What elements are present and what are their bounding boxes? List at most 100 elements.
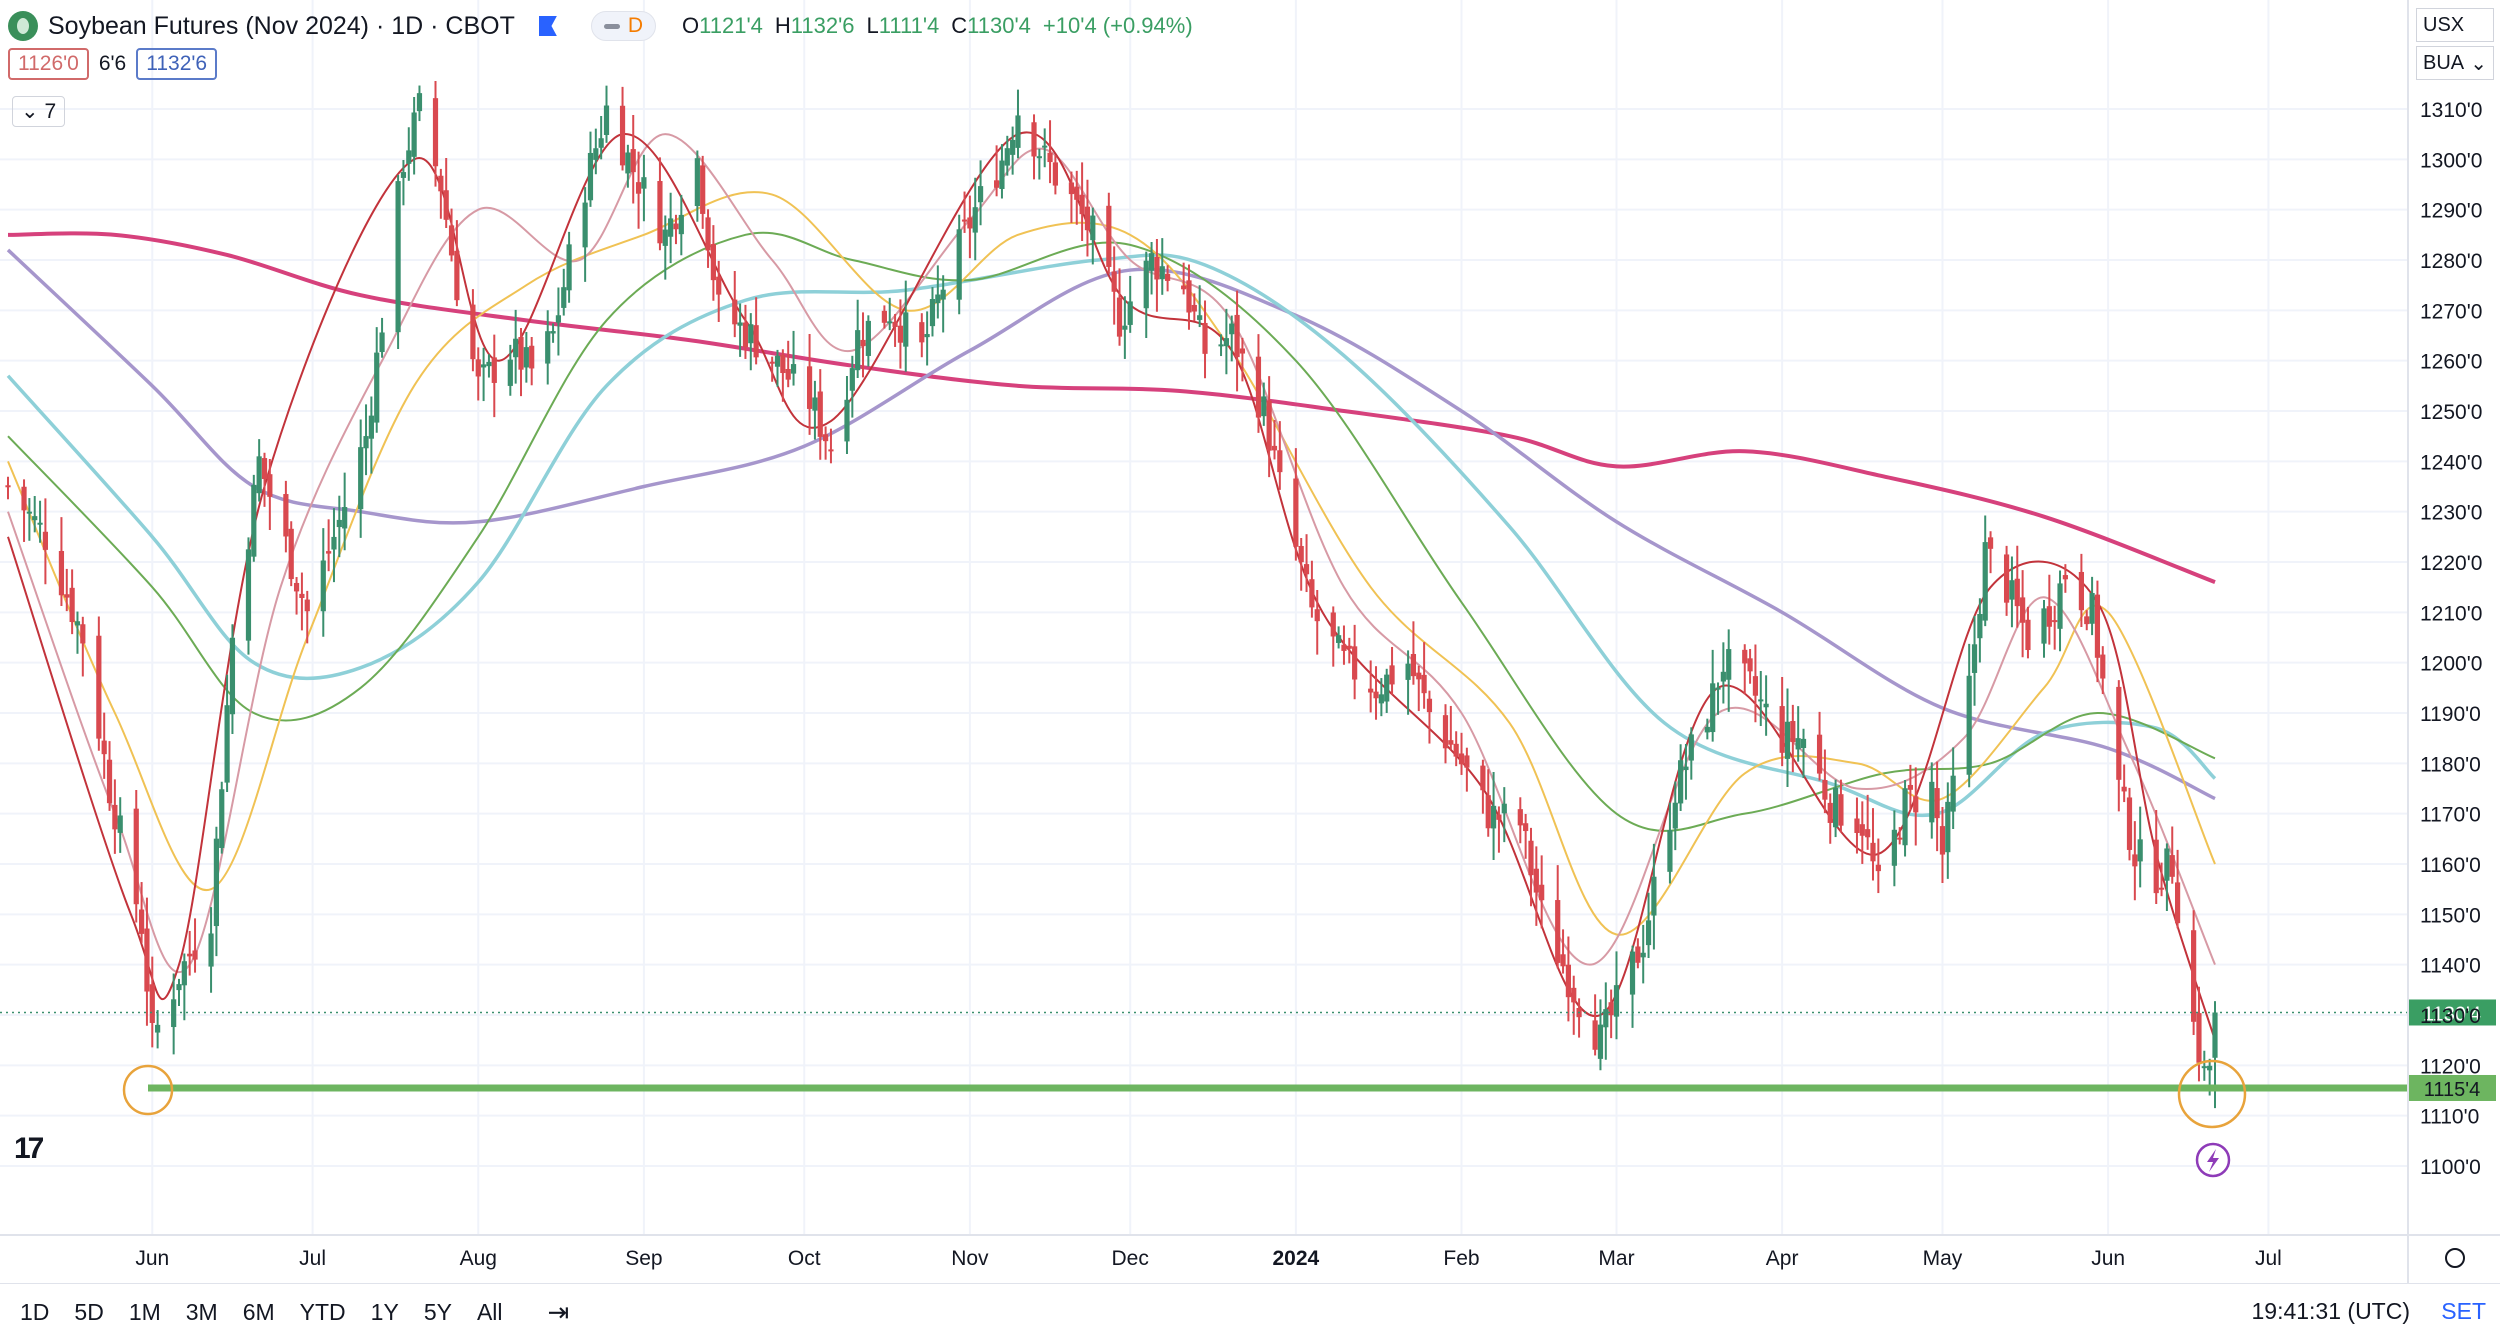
y-tick-label: 1120'0 [2420, 1055, 2481, 1078]
flag-icon[interactable] [538, 16, 557, 36]
candle-body [2025, 619, 2031, 651]
ohlc-values: O1121'4 H1132'6 L1111'4 C1130'4 +10'4 (+… [682, 13, 1193, 39]
timeframe-1m[interactable]: 1M [128, 1298, 161, 1325]
candle-body [860, 339, 866, 347]
timeframe-all[interactable]: All [476, 1298, 503, 1325]
candle-body [1592, 1020, 1598, 1050]
candle-body [1202, 322, 1208, 354]
candle-body [929, 299, 936, 327]
candle-body [470, 304, 476, 360]
timeframe-5y[interactable]: 5Y [423, 1298, 452, 1325]
candle-body [2137, 839, 2143, 862]
candle-body [293, 582, 300, 592]
candle-body [1977, 613, 1983, 639]
candle-body [1629, 951, 1636, 995]
indicators-count: 7 [44, 100, 57, 123]
candle-body [2046, 606, 2052, 627]
timeframe-1d[interactable]: 1D [20, 1298, 50, 1325]
y-tick-label: 1130'0 [2420, 1005, 2481, 1028]
timeframe-ytd[interactable]: YTD [299, 1298, 346, 1325]
candle-body [1218, 344, 1224, 347]
candle-body [2062, 575, 2068, 580]
unit-button[interactable]: BUA ⌄ [2416, 46, 2494, 80]
candle-body [1271, 445, 1278, 451]
candle-body [855, 330, 861, 371]
candle-body [641, 177, 647, 189]
candle-body [1859, 824, 1865, 836]
candle-body [299, 593, 305, 598]
candle-body [283, 494, 289, 537]
candle-body [32, 516, 38, 521]
candle-body [326, 551, 332, 554]
candle-body [1405, 663, 1411, 680]
timeframe-5d[interactable]: 5D [74, 1298, 104, 1325]
candle-body [1870, 842, 1876, 862]
candle-body [1143, 260, 1149, 309]
x-tick-label: Jul [2255, 1247, 2282, 1270]
timeframe-3m[interactable]: 3M [185, 1298, 218, 1325]
candle-body [213, 838, 220, 927]
candle-body [678, 214, 684, 235]
candle-body [117, 815, 123, 833]
indicators-toggle[interactable]: ⌄ 7 [12, 96, 66, 127]
ma-line-ma100 [6, 248, 2216, 801]
ask-button[interactable]: 1132'6 [136, 48, 218, 80]
candle-body [1571, 987, 1577, 1003]
candle-body [1790, 720, 1796, 743]
candle-body [1074, 186, 1080, 200]
candle-body [657, 181, 663, 244]
candle-body [1945, 801, 1951, 853]
symbol-title[interactable]: Soybean Futures (Nov 2024) · 1D · CBOT [48, 11, 515, 40]
price-chart[interactable]: 1130'4 1115'4 1310'0 1300'0 1290'0 1280'0 127… [0, 0, 2500, 1283]
candle-body [598, 138, 604, 148]
y-tick-label: 1200'0 [2420, 653, 2482, 676]
timeframe-1y[interactable]: 1Y [370, 1298, 399, 1325]
candle-body [133, 808, 139, 905]
candle-body [1523, 823, 1529, 832]
candle-body [673, 223, 679, 230]
candle-body [74, 621, 81, 626]
y-tick-label: 1270'0 [2420, 300, 2482, 323]
candle-body [2078, 571, 2085, 611]
candle-body [630, 149, 636, 173]
y-tick-label: 1240'0 [2420, 451, 2482, 474]
session-button[interactable]: SET [2441, 1298, 2486, 1324]
bid-button[interactable]: 1126'0 [8, 48, 89, 80]
tradingview-logo[interactable]: 17 [14, 1132, 44, 1165]
candle-body [780, 354, 786, 374]
clock[interactable]: 19:41:31 (UTC) [2251, 1298, 2410, 1324]
candle-body [138, 909, 145, 934]
candle-body [1047, 152, 1053, 163]
candle-body [1827, 802, 1833, 823]
data-mode-pill[interactable]: D [590, 11, 657, 41]
y-tick-label: 1300'0 [2420, 149, 2482, 172]
ma-line-ma200 [7, 231, 2216, 585]
candle-body [358, 447, 364, 510]
candle-body [1779, 706, 1785, 753]
candle-body [1426, 698, 1433, 713]
moving-averages [6, 131, 2217, 1041]
candle-body [529, 345, 535, 369]
candle-body [1084, 206, 1091, 231]
chart-header: Soybean Futures (Nov 2024) · 1D · CBOT D… [8, 6, 1193, 46]
candle-body [1015, 115, 1021, 148]
candle-body [1934, 788, 1940, 819]
candle-body [2164, 848, 2170, 881]
candle-body [1683, 766, 1689, 771]
candle-body [331, 536, 337, 550]
candle-body [1485, 795, 1491, 829]
date-range-icon[interactable]: ⇥ [547, 1296, 570, 1327]
candle-body [336, 519, 342, 528]
candle-body [1822, 780, 1828, 800]
candle-body [828, 449, 834, 452]
candle-body [1421, 674, 1427, 694]
candle-body [1181, 285, 1187, 290]
currency-button[interactable]: USX [2416, 8, 2494, 42]
candle-body [1651, 876, 1657, 916]
quote-row: 1126'0 6'6 1132'6 [8, 48, 218, 80]
candle-body [171, 999, 177, 1028]
timeframe-6m[interactable]: 6M [242, 1298, 275, 1325]
x-tick-label: Jul [299, 1247, 326, 1270]
candle-body [999, 160, 1005, 189]
y-tick-label: 1230'0 [2420, 502, 2482, 525]
